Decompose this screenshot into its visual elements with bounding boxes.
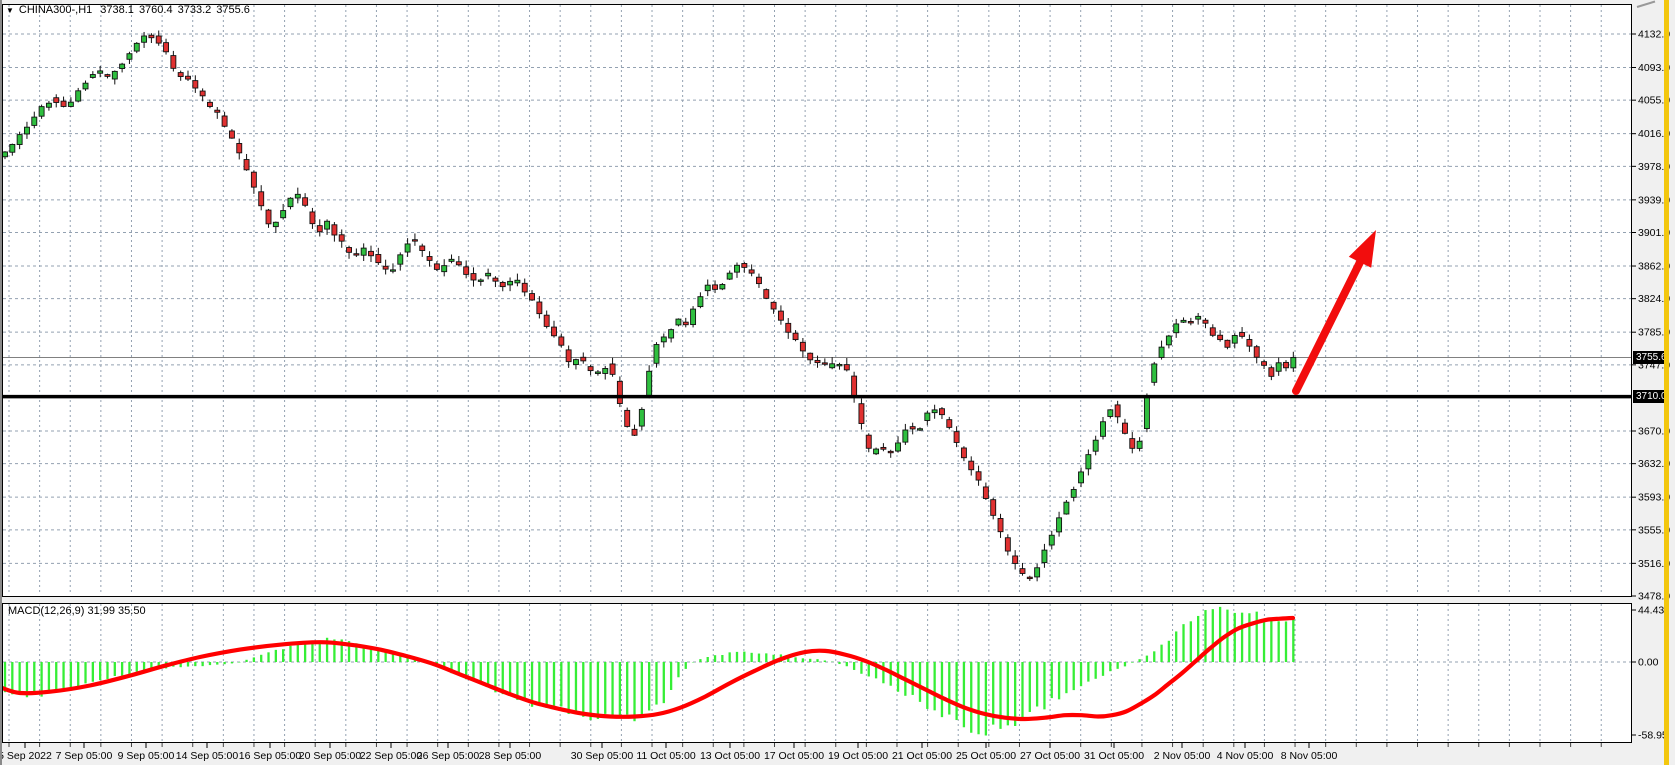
svg-text:25 Oct 05:00: 25 Oct 05:00 [956,750,1016,762]
svg-text:3785.0: 3785.0 [1638,327,1670,339]
svg-text:27 Oct 05:00: 27 Oct 05:00 [1020,750,1080,762]
macd-axis-labels: 44.43 0.00 -58.95 [1631,605,1668,741]
macd-indicator-label: MACD(12,26,9) 31.99 35.50 [8,605,146,617]
macd-signal-line [0,615,1296,722]
svg-text:3632.0: 3632.0 [1638,458,1670,470]
svg-text:5 Sep 2022: 5 Sep 2022 [0,750,52,762]
svg-text:3824.0: 3824.0 [1638,293,1670,305]
svg-text:9 Sep 05:00: 9 Sep 05:00 [118,750,175,762]
ohlc-open-value: 3738.1 [100,4,134,16]
svg-text:2 Nov 05:00: 2 Nov 05:00 [1154,750,1211,762]
svg-text:3516.0: 3516.0 [1638,558,1670,570]
svg-text:14 Sep 05:00: 14 Sep 05:00 [176,750,239,762]
svg-text:31 Oct 05:00: 31 Oct 05:00 [1084,750,1144,762]
svg-text:3901.0: 3901.0 [1638,227,1670,239]
corner-resize-glyph [1636,0,1656,8]
date-axis-labels: 5 Sep 2022 7 Sep 05:00 9 Sep 05:00 14 Sep 0… [0,742,1338,762]
ohlc-high-value: 3760.4 [138,4,173,16]
svg-text:3593.0: 3593.0 [1638,492,1670,504]
svg-text:3555.0: 3555.0 [1638,524,1670,536]
svg-text:19 Oct 05:00: 19 Oct 05:00 [828,750,888,762]
panel-borders [2,4,1632,743]
svg-text:30 Sep 05:00: 30 Sep 05:00 [571,750,634,762]
svg-text:3862.0: 3862.0 [1638,261,1670,273]
svg-text:3978.0: 3978.0 [1638,161,1670,173]
ohlc-close-value: 3755.6 [216,4,250,16]
svg-text:3670.0: 3670.0 [1638,426,1670,438]
svg-text:4016.0: 4016.0 [1638,128,1670,140]
grid-lines [3,5,1631,747]
trend-arrow [1292,230,1376,395]
svg-text:-58.95: -58.95 [1638,729,1668,741]
symbol-dropdown-icon[interactable]: ▼ [6,5,14,15]
svg-text:4 Nov 05:00: 4 Nov 05:00 [1217,750,1274,762]
window-left-edge [0,0,2,765]
hline-price-tag: 3710.0 [1633,390,1669,404]
svg-text:21 Oct 05:00: 21 Oct 05:00 [892,750,952,762]
svg-text:20 Sep 05:00: 20 Sep 05:00 [299,750,362,762]
svg-text:3478.0: 3478.0 [1638,591,1670,603]
svg-text:4093.0: 4093.0 [1638,62,1670,74]
svg-text:26 Sep 05:00: 26 Sep 05:00 [417,750,480,762]
svg-text:4055.0: 4055.0 [1638,95,1670,107]
svg-text:7 Sep 05:00: 7 Sep 05:00 [56,750,113,762]
svg-text:8 Nov 05:00: 8 Nov 05:00 [1281,750,1338,762]
price-axis-labels: 4132.0 4093.0 4055.0 4016.0 3978.0 3939.0 3901… [1631,29,1670,603]
symbol-timeframe-label: CHINA300-,H1 [18,4,93,16]
svg-text:16 Sep 05:00: 16 Sep 05:00 [239,750,302,762]
chart-title-bar: ▼ CHINA300-,H1 3738.1 3760.4 3733.2 3755… [6,3,255,17]
svg-text:13 Oct 05:00: 13 Oct 05:00 [700,750,760,762]
svg-text:3939.0: 3939.0 [1638,194,1670,206]
svg-text:28 Sep 05:00: 28 Sep 05:00 [479,750,542,762]
svg-text:17 Oct 05:00: 17 Oct 05:00 [764,750,824,762]
ohlc-low-value: 3733.2 [177,4,212,16]
window-edge-highlight [1664,0,1669,765]
svg-text:44.43: 44.43 [1638,605,1664,617]
svg-text:0.00: 0.00 [1638,657,1659,669]
svg-text:22 Sep 05:00: 22 Sep 05:00 [360,750,423,762]
svg-text:11 Oct 05:00: 11 Oct 05:00 [636,750,696,762]
svg-text:4132.0: 4132.0 [1638,29,1670,41]
current-price-tag: 3755.6 [1633,350,1669,364]
